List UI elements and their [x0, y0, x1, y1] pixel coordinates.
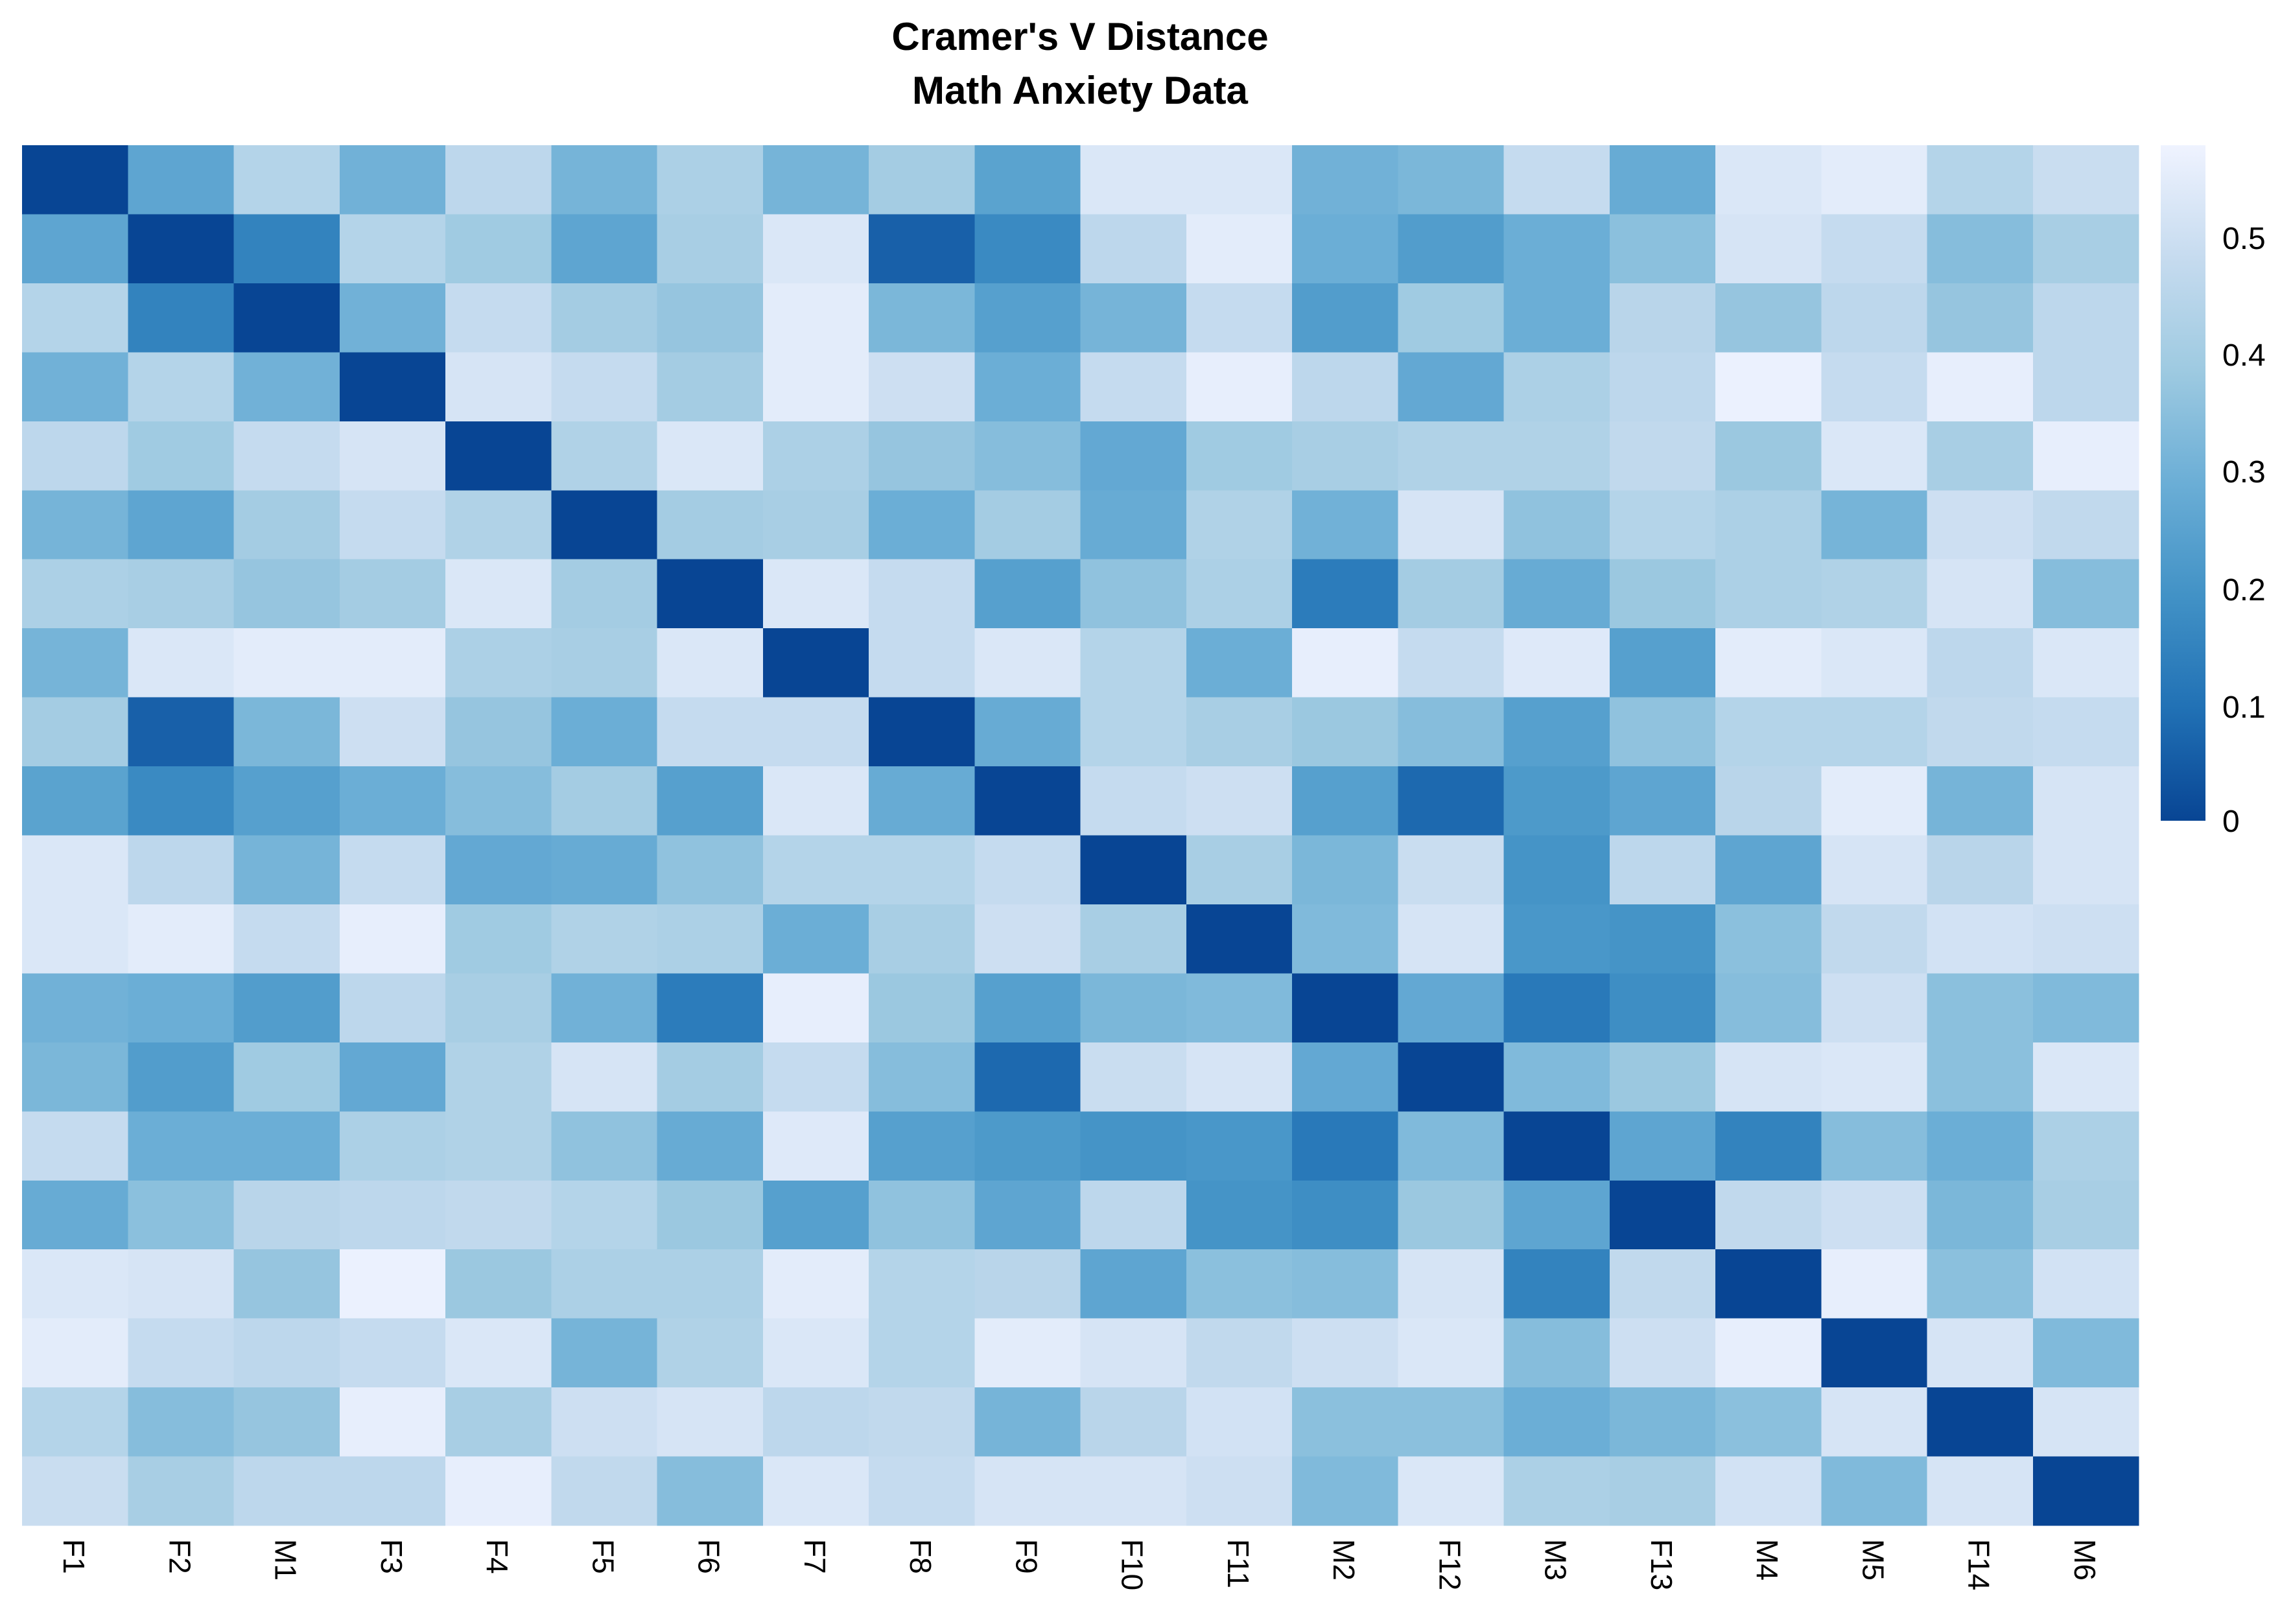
- svg-text:F3: F3: [375, 1539, 408, 1574]
- svg-text:F7: F7: [798, 1539, 832, 1574]
- svg-text:M2: M2: [1327, 1539, 1361, 1581]
- svg-text:0: 0: [2222, 805, 2240, 839]
- svg-text:Cramer's V Distance: Cramer's V Distance: [891, 15, 1268, 58]
- svg-text:M5: M5: [1856, 1539, 1890, 1581]
- svg-text:M3: M3: [1539, 1539, 1573, 1581]
- svg-text:F9: F9: [1009, 1539, 1043, 1574]
- svg-text:0.2: 0.2: [2222, 573, 2266, 607]
- svg-text:F13: F13: [1645, 1539, 1678, 1590]
- svg-text:F10: F10: [1116, 1539, 1149, 1590]
- svg-text:F1: F1: [57, 1539, 91, 1574]
- svg-text:0.4: 0.4: [2222, 338, 2266, 373]
- svg-text:F6: F6: [692, 1539, 726, 1574]
- svg-text:F5: F5: [586, 1539, 620, 1574]
- svg-text:0.1: 0.1: [2222, 690, 2266, 725]
- svg-text:F11: F11: [1221, 1539, 1255, 1588]
- svg-text:F2: F2: [163, 1539, 196, 1574]
- svg-text:0.3: 0.3: [2222, 455, 2266, 489]
- svg-text:M6: M6: [2068, 1539, 2102, 1581]
- svg-text:0.5: 0.5: [2222, 222, 2266, 256]
- svg-text:F14: F14: [1962, 1539, 1996, 1590]
- svg-text:M1: M1: [269, 1539, 303, 1581]
- svg-text:F12: F12: [1433, 1539, 1466, 1590]
- svg-text:Math Anxiety Data: Math Anxiety Data: [912, 69, 1249, 112]
- svg-text:F8: F8: [904, 1539, 937, 1574]
- svg-text:F4: F4: [480, 1539, 514, 1574]
- svg-text:M4: M4: [1750, 1539, 1784, 1581]
